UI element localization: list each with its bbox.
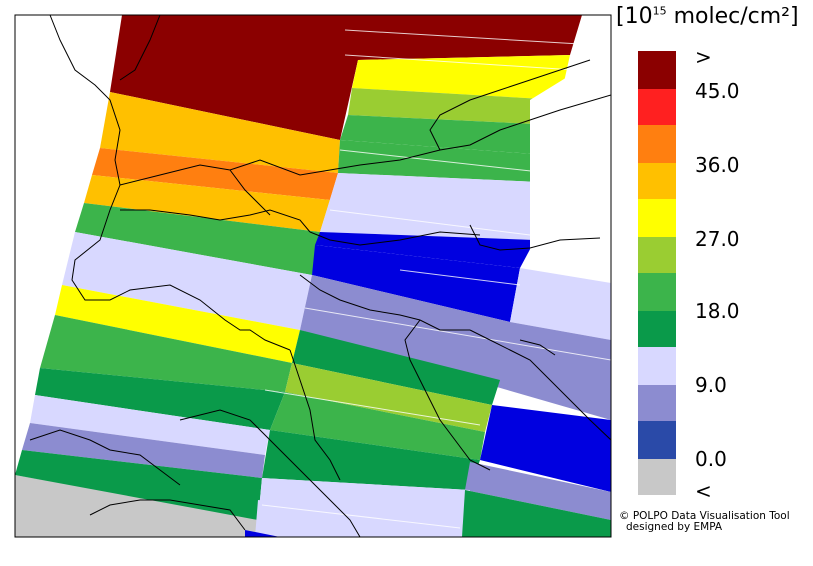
legend-swatch bbox=[638, 51, 676, 89]
no-data-region bbox=[15, 475, 270, 537]
legend-swatch bbox=[638, 125, 676, 163]
legend-swatch bbox=[638, 273, 676, 311]
credit-line: designed by EMPA bbox=[626, 521, 723, 533]
legend-tick: < bbox=[695, 479, 712, 503]
legend-tick: 27.0 bbox=[695, 227, 740, 251]
legend-tick: 9.0 bbox=[695, 373, 727, 397]
legend-swatch bbox=[638, 421, 676, 459]
legend-swatch bbox=[638, 237, 676, 273]
legend-title: [1015 molec/cm²] bbox=[616, 4, 799, 29]
legend-swatch bbox=[638, 385, 676, 421]
map-frame bbox=[14, 14, 612, 538]
swath-west bbox=[15, 15, 340, 520]
legend-swatch bbox=[638, 347, 676, 385]
legend-swatch bbox=[638, 89, 676, 125]
legend-swatch bbox=[638, 459, 676, 495]
credit-line: © POLPO Data Visualisation Tool bbox=[619, 510, 790, 522]
credit-text: © POLPO Data Visualisation Tool designed… bbox=[619, 511, 790, 533]
legend-swatch bbox=[638, 311, 676, 347]
legend-swatch bbox=[638, 163, 676, 199]
legend-tick: 0.0 bbox=[695, 447, 727, 471]
scan-lines bbox=[261, 29, 611, 529]
legend-tick: 36.0 bbox=[695, 153, 740, 177]
legend-tick: 45.0 bbox=[695, 79, 740, 103]
legend-swatch bbox=[638, 199, 676, 237]
country-borders bbox=[29, 15, 611, 537]
legend-tick: 18.0 bbox=[695, 299, 740, 323]
legend-tick: > bbox=[695, 45, 712, 69]
